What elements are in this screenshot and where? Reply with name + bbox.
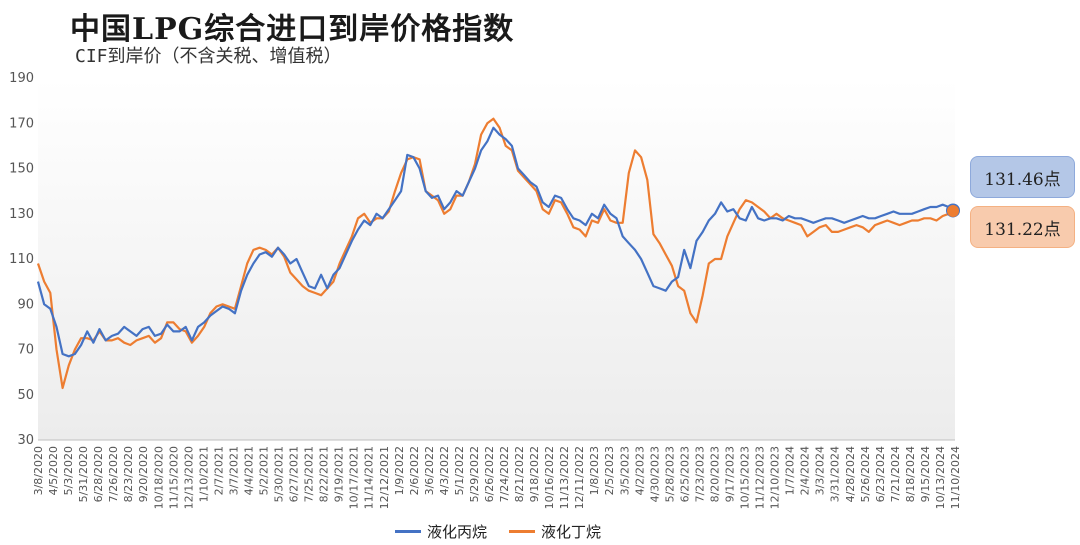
x-tick-label: 5/29/2022 xyxy=(468,446,481,502)
x-tick-label: 1/9/2022 xyxy=(393,446,406,495)
x-tick-label: 8/22/2021 xyxy=(318,446,331,502)
x-tick-label: 4/5/2020 xyxy=(47,446,60,495)
x-tick-label: 5/30/2021 xyxy=(273,446,286,502)
x-tick-label: 12/11/2022 xyxy=(573,446,586,509)
x-tick-label: 11/13/2022 xyxy=(558,446,571,509)
x-tick-label: 12/13/2020 xyxy=(182,446,195,509)
x-tick-label: 8/21/2022 xyxy=(513,446,526,502)
x-tick-label: 6/25/2023 xyxy=(678,446,691,502)
x-tick-label: 3/6/2022 xyxy=(423,446,436,495)
legend-swatch-butane xyxy=(509,530,536,533)
x-tick-label: 6/26/2022 xyxy=(483,446,496,502)
x-tick-label: 3/5/2023 xyxy=(618,446,631,495)
x-tick-label: 9/20/2020 xyxy=(137,446,150,502)
x-tick-label: 7/25/2021 xyxy=(303,446,316,502)
x-tick-label: 11/12/2023 xyxy=(754,446,767,509)
y-tick-label: 170 xyxy=(9,116,34,131)
x-tick-label: 8/18/2024 xyxy=(904,446,917,502)
x-tick-label: 11/15/2020 xyxy=(167,446,180,509)
x-tick-label: 2/5/2023 xyxy=(603,446,616,495)
x-tick-label: 5/2/2021 xyxy=(257,446,270,495)
x-tick-label: 7/24/2022 xyxy=(498,446,511,502)
x-tick-label: 7/26/2020 xyxy=(107,446,120,502)
x-tick-label: 9/18/2022 xyxy=(528,446,541,502)
x-tick-label: 6/28/2020 xyxy=(92,446,105,502)
x-tick-label: 7/21/2024 xyxy=(889,446,902,502)
x-tick-label: 12/12/2021 xyxy=(378,446,391,509)
x-axis: 3/8/2020 4/5/2020 5/3/2020 5/31/2020 6/28/20… xyxy=(32,439,962,509)
x-tick-label: 8/20/2023 xyxy=(708,446,721,502)
legend: 液化丙烷 液化丁烷 xyxy=(395,521,601,542)
x-tick-label: 11/10/2024 xyxy=(949,446,962,509)
x-tick-label: 10/18/2020 xyxy=(152,446,165,509)
y-tick-label: 70 xyxy=(17,343,34,358)
x-tick-label: 2/7/2021 xyxy=(212,446,225,495)
x-tick-label: 1/7/2024 xyxy=(784,446,797,495)
x-tick-label: 6/27/2021 xyxy=(288,446,301,502)
y-axis: 30 50 70 90 110 130 150 170 190 xyxy=(9,71,34,448)
x-tick-label: 3/3/2024 xyxy=(814,446,827,495)
end-value-propane: 131.46点 xyxy=(970,156,1075,198)
x-tick-label: 5/28/2023 xyxy=(663,446,676,502)
x-tick-label: 9/15/2024 xyxy=(919,446,932,502)
legend-item-propane: 液化丙烷 xyxy=(395,521,487,542)
x-tick-label: 8/23/2020 xyxy=(122,446,135,502)
x-tick-label: 5/31/2020 xyxy=(77,446,90,502)
x-tick-label: 3/31/2024 xyxy=(829,446,842,502)
x-tick-label: 3/7/2021 xyxy=(227,446,240,495)
y-tick-label: 110 xyxy=(9,252,34,267)
x-tick-label: 10/16/2022 xyxy=(543,446,556,509)
chart-title: 中国LPG综合进口到岸价格指数 xyxy=(70,12,515,47)
chart-subtitle: CIF到岸价（不含关税、增值税） xyxy=(75,46,342,67)
plot-area xyxy=(38,78,955,440)
x-tick-label: 10/17/2021 xyxy=(348,446,361,509)
x-tick-label: 9/19/2021 xyxy=(333,446,346,502)
legend-swatch-propane xyxy=(395,530,421,533)
x-tick-label: 1/8/2023 xyxy=(588,446,601,495)
x-tick-label: 12/10/2023 xyxy=(769,446,782,509)
x-tick-label: 5/26/2024 xyxy=(859,446,872,502)
x-tick-label: 10/13/2024 xyxy=(934,446,947,509)
x-tick-label: 1/10/2021 xyxy=(197,446,210,502)
y-tick-label: 130 xyxy=(9,207,34,222)
end-value-butane: 131.22点 xyxy=(970,206,1075,248)
x-tick-label: 4/2/2023 xyxy=(633,446,646,495)
y-tick-label: 50 xyxy=(17,388,34,403)
x-tick-label: 9/17/2023 xyxy=(724,446,737,502)
legend-label-propane: 液化丙烷 xyxy=(427,523,488,541)
end-marker-butane xyxy=(947,204,959,217)
x-tick-label: 5/1/2022 xyxy=(453,446,466,495)
x-tick-label: 10/15/2023 xyxy=(739,446,752,509)
x-tick-label: 4/3/2022 xyxy=(438,446,451,495)
series-lines xyxy=(36,117,960,390)
y-tick-label: 90 xyxy=(17,297,34,312)
y-tick-label: 150 xyxy=(9,162,34,177)
x-tick-label: 4/4/2021 xyxy=(242,446,255,495)
x-tick-label: 5/3/2020 xyxy=(62,446,75,495)
legend-label-butane: 液化丁烷 xyxy=(541,523,602,541)
x-tick-label: 6/23/2024 xyxy=(874,446,887,502)
x-tick-label: 4/28/2024 xyxy=(844,446,857,502)
y-tick-label: 190 xyxy=(9,71,34,86)
x-tick-label: 2/6/2022 xyxy=(408,446,421,495)
x-tick-label: 4/30/2023 xyxy=(648,446,661,502)
x-tick-label: 3/8/2020 xyxy=(32,446,45,495)
y-tick-label: 30 xyxy=(17,433,34,448)
x-tick-label: 2/4/2024 xyxy=(799,446,812,495)
legend-item-butane: 液化丁烷 xyxy=(509,521,601,542)
x-tick-label: 7/23/2023 xyxy=(693,446,706,502)
series-line-butane xyxy=(36,117,956,390)
x-tick-label: 11/14/2021 xyxy=(363,446,376,509)
series-line-propane xyxy=(36,126,956,358)
